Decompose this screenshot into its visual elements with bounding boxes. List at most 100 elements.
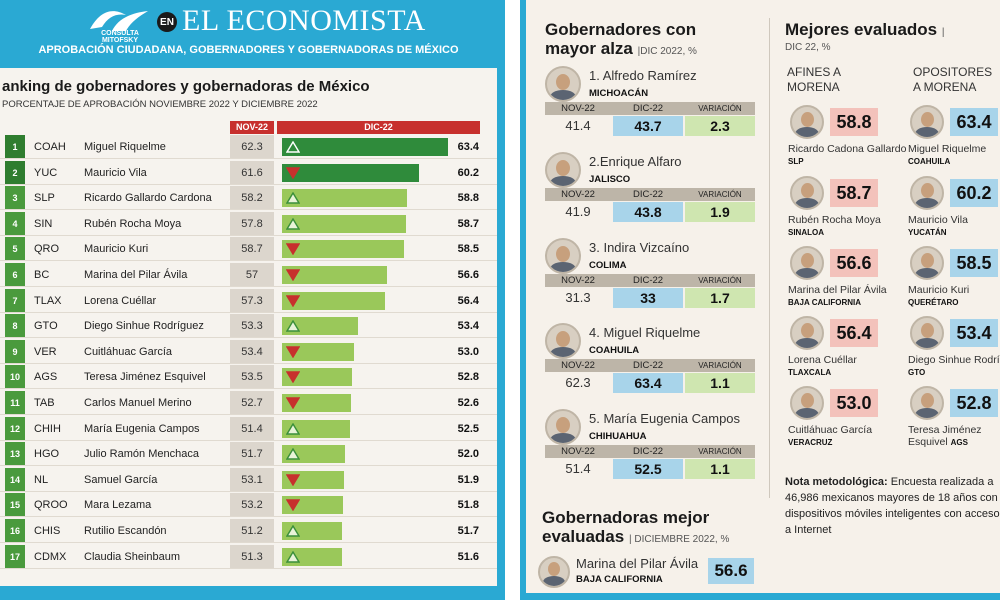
avatar <box>790 176 824 210</box>
avatar-face <box>556 74 570 90</box>
alza-var: 1.7 <box>685 288 755 308</box>
mejores-title-text: Mejores evaluados <box>785 20 938 39</box>
col-var-label: VARIACIÓN <box>698 104 742 113</box>
afin-card: 58.7 Rubén Rocha Moya SINALOA <box>788 176 888 237</box>
gobernadora-state: BAJA CALIFORNIA <box>576 574 663 585</box>
dic-bar <box>282 368 353 387</box>
state-abbr: VER <box>34 345 57 358</box>
afin-card: 56.6 Marina del Pilar Ávila BAJA CALIFORNI… <box>788 246 888 307</box>
table-row: 3 SLP Ricardo Gallardo Cardona 58.2 58.8 <box>0 186 497 211</box>
row-divider <box>0 234 497 236</box>
dic-value: 53.4 <box>457 320 479 333</box>
avatar-body <box>915 127 939 137</box>
avatar-face <box>801 112 814 127</box>
alza-var: 1.1 <box>685 373 755 393</box>
alza-name: 4. Miguel Riquelme <box>589 325 701 340</box>
rank-number: 4 <box>5 211 25 236</box>
avatar-body <box>550 90 576 100</box>
panel-border-right <box>497 0 505 600</box>
state-abbr: SLP <box>34 192 55 205</box>
opositor-card: 60.2 Mauricio Vila YUCATÁN <box>908 176 1000 237</box>
summary-panel: Gobernadores con mayor alza |DIC 2022, %… <box>520 0 1000 600</box>
alza-table-values: 31.3 33 1.7 <box>545 288 755 308</box>
afines-header-line1: AFINES A <box>787 65 842 79</box>
evaluado-score: 60.2 <box>950 179 998 207</box>
avatar-face <box>801 323 814 338</box>
opositores-header-line2: A MORENA <box>913 80 977 94</box>
alza-name: 5. María Eugenia Campos <box>589 411 741 426</box>
avatar <box>545 238 581 274</box>
alza-name: 3. Indira Vizcaíno <box>589 240 690 255</box>
rank-number: 11 <box>5 391 25 415</box>
avatar <box>790 316 824 350</box>
row-divider <box>0 362 497 364</box>
governor-name: Rutilio Escandón <box>84 525 167 537</box>
ranking-title: anking de gobernadores y gobernadoras de… <box>2 78 370 95</box>
opositores-header-line1: OPOSITORES <box>913 65 993 79</box>
state-abbr: QROO <box>34 499 68 512</box>
alza-nov: 51.4 <box>565 461 591 476</box>
avatar-body <box>915 338 939 348</box>
avatar-body <box>795 198 819 208</box>
alza-name: 1. Alfredo Ramírez <box>589 68 697 83</box>
alza-var: 2.3 <box>685 116 755 136</box>
afines-header: AFINES A MORENA <box>787 65 841 95</box>
down-triangle-icon <box>286 346 300 358</box>
governor-name: Miguel Riquelme <box>84 141 166 153</box>
panel-border-bottom-right <box>520 593 1000 600</box>
nov-value: 57 <box>230 263 274 287</box>
dic-value: 51.6 <box>457 550 479 563</box>
table-row: 9 VER Cuitláhuac García 53.4 53.0 <box>0 339 497 364</box>
evaluado-score: 56.6 <box>830 249 878 277</box>
evaluado-score: 58.7 <box>830 179 878 207</box>
avatar <box>545 409 581 445</box>
nov-value: 58.2 <box>230 186 274 211</box>
col-var-label: VARIACIÓN <box>698 276 742 285</box>
evaluado-state: AGS <box>950 438 968 447</box>
table-row: 1 COAH Miguel Riquelme 62.3 63.4 <box>0 135 497 159</box>
alza-table-values: 62.3 63.4 1.1 <box>545 373 755 393</box>
alza-dic: 43.7 <box>613 116 683 136</box>
rank-number: 3 <box>5 186 25 211</box>
methodology-text: Encuesta realizada a 46,986 mexicanos ma… <box>785 476 1000 536</box>
dic-value: 58.7 <box>457 217 479 230</box>
governor-name: Teresa Jiménez Esquivel <box>84 371 206 384</box>
table-row: 8 GTO Diego Sinhue Rodríguez 53.3 53.4 <box>0 314 497 339</box>
evaluado-state: COAHUILA <box>908 157 951 166</box>
state-abbr: YUC <box>34 166 58 179</box>
down-triangle-icon <box>286 371 300 384</box>
avatar-face <box>556 331 570 347</box>
avatar-body <box>915 198 939 208</box>
evaluado-state: GTO <box>908 368 926 377</box>
dic-bar <box>282 342 355 361</box>
state-abbr: SIN <box>34 217 53 230</box>
methodology-note: Nota metodológica: Encuesta realizada a … <box>785 474 1000 538</box>
alza-table-header: NOV-22 DIC-22 VARIACIÓN <box>545 445 755 458</box>
avatar <box>910 386 944 420</box>
col-nov-label: NOV-22 <box>561 275 595 286</box>
col-var-label: VARIACIÓN <box>698 190 742 199</box>
alza-table-values: 41.4 43.7 2.3 <box>545 116 755 136</box>
evaluado-name: Teresa Jiménez Esquivel AGS <box>908 424 982 449</box>
dic-value: 52.5 <box>457 422 479 435</box>
rank-number: 8 <box>5 314 25 339</box>
avatar-face <box>801 183 814 198</box>
col-nov-label: NOV-22 <box>561 360 595 371</box>
row-divider <box>0 260 497 262</box>
avatar-body <box>550 347 576 357</box>
governor-name: Lorena Cuéllar <box>84 294 157 307</box>
row-divider <box>0 209 497 211</box>
evaluado-state: BAJA CALIFORNIA <box>788 298 862 307</box>
avatar-face <box>556 160 570 176</box>
state-abbr: NL <box>34 473 49 486</box>
dic-value: 58.8 <box>457 192 479 205</box>
alza-table-values: 41.9 43.8 1.9 <box>545 202 755 222</box>
panel-border-bottom <box>0 586 505 600</box>
evaluado-score: 53.0 <box>830 389 878 417</box>
opositor-card: 63.4 Miguel Riquelme COAHUILA <box>908 105 1000 166</box>
row-divider <box>0 490 497 492</box>
col-var-label: VARIACIÓN <box>698 361 742 370</box>
avatar-face <box>921 183 934 198</box>
avatar-body <box>550 262 576 272</box>
table-row: 2 YUC Mauricio Vila 61.6 60.2 <box>0 160 497 185</box>
